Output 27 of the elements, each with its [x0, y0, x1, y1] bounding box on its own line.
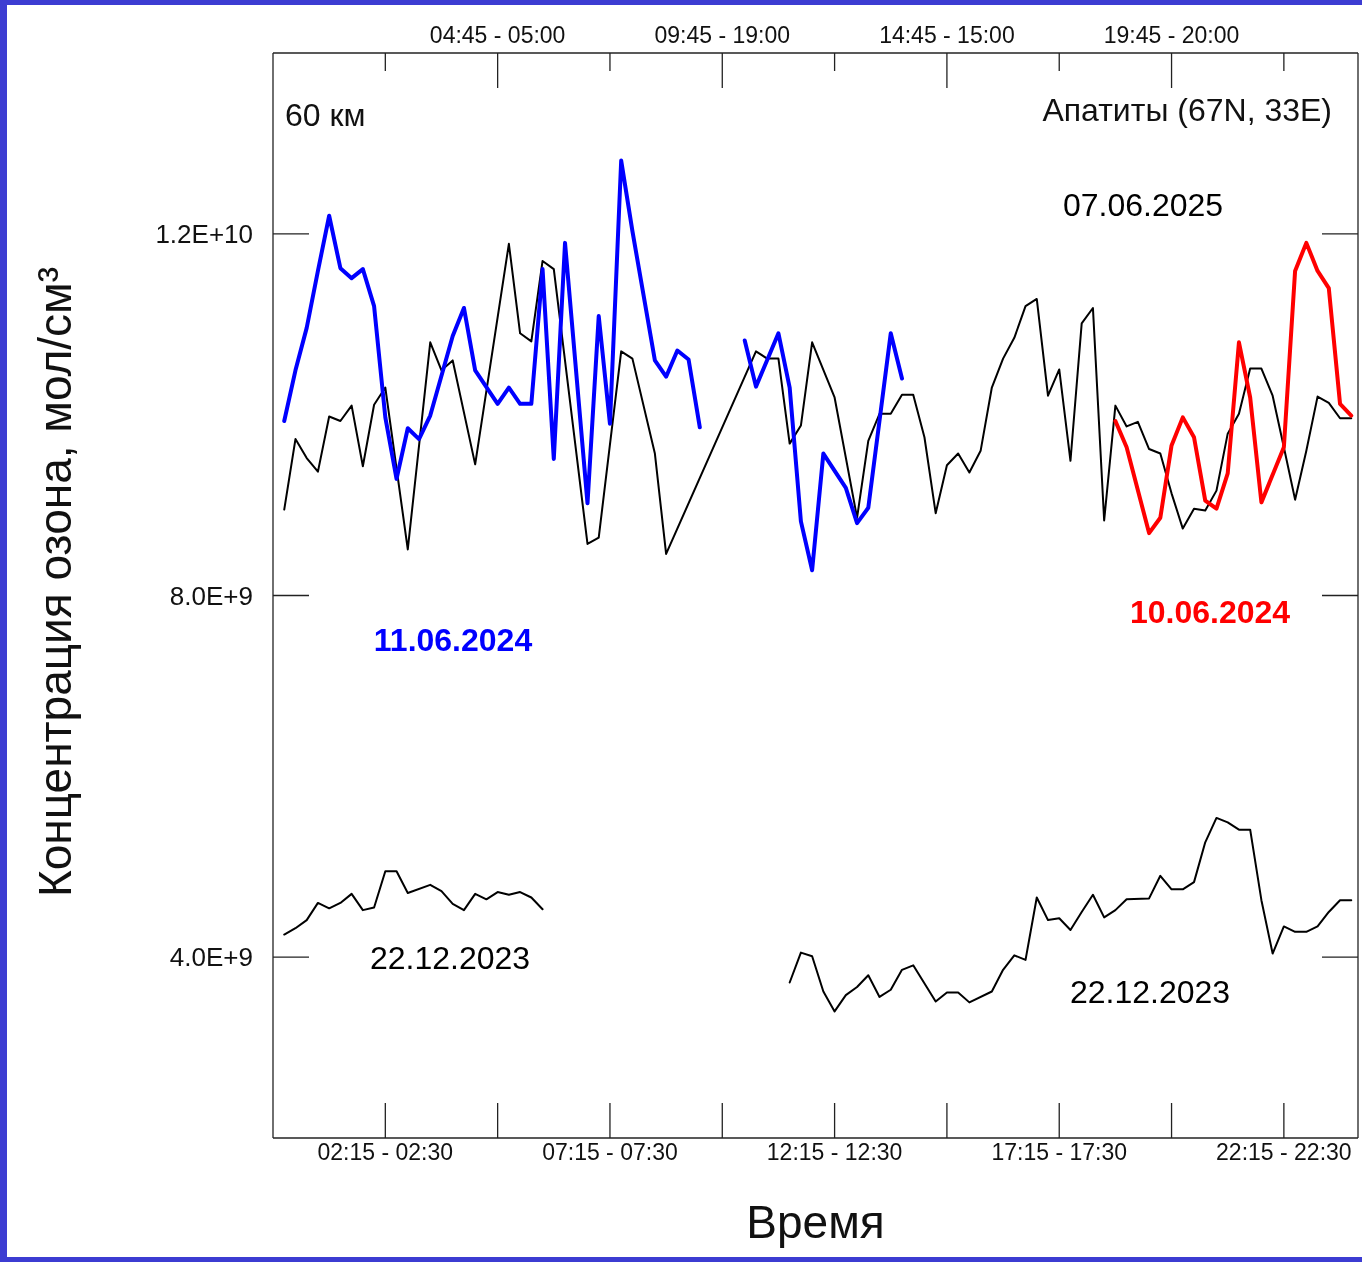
y-tick-label: 4.0E+9 — [169, 942, 253, 973]
series-label: 10.06.2024 — [1129, 593, 1291, 631]
text: 07.06.2025 — [1062, 186, 1224, 224]
x-axis-title: Время — [746, 1195, 885, 1249]
line-series — [283, 870, 544, 936]
line-series — [742, 331, 904, 573]
x-tick-label: 02:15 - 02:30 — [317, 1139, 454, 1165]
annotation: Апатиты (67N, 33E) — [1042, 91, 1332, 129]
x-tick-label: 14:45 - 15:00 — [879, 22, 1015, 48]
line-series — [282, 158, 702, 506]
series-label: 22.12.2023 — [1069, 973, 1231, 1011]
text: 11.06.2024 — [373, 621, 533, 659]
x-tick-label: 22:15 - 22:30 — [1216, 1139, 1352, 1165]
y-axis-title: Концентрация озона, мол/см³ — [28, 266, 82, 898]
line-series — [1113, 240, 1354, 536]
line-series — [788, 816, 1353, 1013]
x-tick-label: 19:45 - 20:00 — [1103, 22, 1240, 48]
x-tick-label: 09:45 - 19:00 — [654, 22, 791, 48]
line-series — [283, 242, 1353, 555]
y-tick-label: 1.2E+10 — [155, 218, 253, 249]
x-tick-label: 04:45 - 05:00 — [429, 22, 566, 48]
x-tick-label: 07:15 - 07:30 — [542, 1139, 678, 1165]
annotation: 60 км — [285, 96, 366, 134]
x-tick-label: 17:15 - 17:30 — [991, 1139, 1128, 1165]
series-label: 22.12.2023 — [369, 939, 531, 977]
x-tick-label: 12:15 - 12:30 — [766, 1139, 903, 1165]
y-tick-label: 8.0E+9 — [169, 580, 253, 611]
